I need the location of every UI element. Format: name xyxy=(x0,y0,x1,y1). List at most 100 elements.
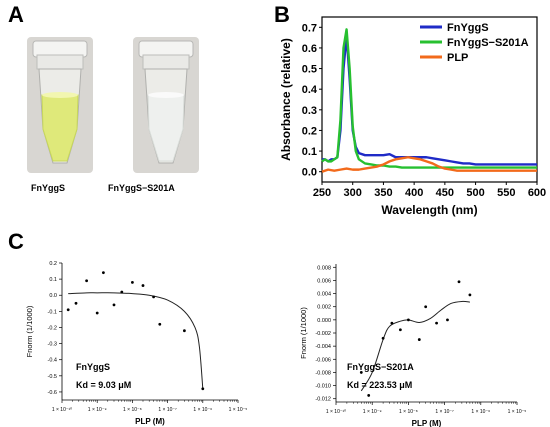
binding-right-y-tick-label: 0.004 xyxy=(317,292,331,298)
binding-right-y-tick-label: -0.008 xyxy=(315,370,331,376)
binding-left-data-point xyxy=(158,322,162,326)
binding-right-y-tick-label: 0.000 xyxy=(317,318,331,324)
spectra-y-tick-label: 0.0 xyxy=(302,167,317,179)
binding-right-x-tick-label: 1 × 10⁻⁵ xyxy=(508,409,527,415)
binding-right-data-point xyxy=(390,321,394,325)
spectra-x-tick-label: 550 xyxy=(497,187,515,199)
binding-right-data-point xyxy=(446,318,449,322)
binding-left-data-point xyxy=(112,303,116,307)
binding-left-y-tick-label: 0.0 xyxy=(49,293,57,299)
spectra-legend-label-2: PLP xyxy=(447,52,468,64)
binding-right-data-point xyxy=(435,321,438,325)
binding-left-annotation-kd: Kd = 9.03 μM xyxy=(76,380,131,390)
binding-left-y-tick-label: 0.2 xyxy=(49,261,57,267)
binding-right-y-tick-label: -0.006 xyxy=(315,357,331,363)
binding-left-data-point xyxy=(85,279,89,283)
binding-right-x-tick-label: 1 × 10⁻⁸ xyxy=(399,409,418,415)
binding-left-x-tick-label: 1 × 10⁻⁷ xyxy=(158,407,177,413)
binding-right-y-axis-label: Fnorm (1/1000) xyxy=(299,307,308,359)
spectra-y-tick-label: 0.6 xyxy=(302,43,317,55)
binding-right-y-tick-label: 0.002 xyxy=(317,305,331,311)
panel-label-c: C xyxy=(8,229,24,254)
spectra-x-axis-label: Wavelength (nm) xyxy=(381,203,477,217)
binding-left-data-point xyxy=(182,329,186,333)
binding-left-data-point xyxy=(120,290,124,294)
tube-photo-fnyggs xyxy=(27,37,93,173)
binding-left-data-point xyxy=(152,295,155,299)
spectra-series-line-2 xyxy=(321,156,537,173)
spectra-y-tick-label: 0.1 xyxy=(302,146,317,158)
binding-left-x-tick-label: 1 × 10⁻⁵ xyxy=(229,407,248,413)
binding-right-x-tick-label: 1 × 10⁻⁶ xyxy=(471,409,490,415)
spectra-y-tick-label: 0.3 xyxy=(302,105,317,117)
binding-right-fit-curve xyxy=(360,300,470,392)
binding-right-x-tick-label: 1 × 10⁻⁹ xyxy=(363,409,382,415)
binding-right-data-point xyxy=(398,328,402,332)
binding-right-annotation-kd: Kd = 223.53 μM xyxy=(347,380,412,390)
binding-left-x-tick-label: 1 × 10⁻⁹ xyxy=(88,407,107,413)
binding-left-y-tick-label: -0.3 xyxy=(48,342,57,348)
spectra-x-tick-label: 350 xyxy=(374,187,392,199)
binding-left-x-axis-label: PLP (M) xyxy=(135,417,165,426)
binding-left-x-tick-label: 1 × 10⁻¹⁰ xyxy=(52,407,72,413)
tube-caption-fnyggs: FnYggS xyxy=(31,183,65,193)
binding-left-data-point xyxy=(141,284,145,287)
spectra-x-tick-label: 400 xyxy=(405,187,423,199)
binding-left-data-point xyxy=(95,311,99,315)
binding-right-y-tick-label: 0.008 xyxy=(317,265,331,271)
binding-left-y-tick-label: -0.2 xyxy=(48,325,57,331)
binding-right-x-axis-label: PLP (M) xyxy=(412,419,442,427)
binding-right-data-point xyxy=(381,336,385,340)
binding-left-fit-curve xyxy=(68,292,204,389)
binding-right-annotation-name: FnYggS−S201A xyxy=(347,362,414,372)
binding-left-annotation-name: FnYggS xyxy=(76,362,110,372)
spectra-legend-label-0: FnYggS xyxy=(447,22,489,34)
spectra-x-tick-label: 450 xyxy=(436,187,454,199)
tube-fnyggs-image xyxy=(27,37,93,173)
binding-left-data-point xyxy=(131,280,134,284)
binding-left-data-point xyxy=(201,387,205,391)
binding-left-y-axis-label: Fnorm (1/1000) xyxy=(25,305,34,357)
binding-right-data-point xyxy=(457,280,461,284)
spectra-x-tick-label: 250 xyxy=(313,187,331,199)
binding-left-x-tick-label: 1 × 10⁻⁶ xyxy=(193,407,212,413)
spectra-x-tick-label: 300 xyxy=(344,187,362,199)
binding-right-y-tick-label: -0.012 xyxy=(315,397,331,403)
binding-left-x-tick-label: 1 × 10⁻⁸ xyxy=(123,407,142,413)
panel-label-b: B xyxy=(274,2,290,27)
binding-right-data-point xyxy=(359,371,363,374)
tube-photo-s201a xyxy=(133,37,199,173)
binding-left-data-point xyxy=(66,308,70,312)
panel-label-a: A xyxy=(8,2,24,27)
binding-left-y-tick-label: -0.1 xyxy=(48,309,57,315)
spectra-legend-label-1: FnYggS−S201A xyxy=(447,37,529,49)
binding-left-data-point xyxy=(101,271,105,275)
spectra-y-axis-label: Absorbance (relative) xyxy=(279,38,293,161)
binding-left-y-tick-label: -0.6 xyxy=(48,390,57,396)
spectra-x-tick-label: 600 xyxy=(528,187,546,199)
binding-right-x-tick-label: 1 × 10⁻¹⁰ xyxy=(326,409,346,415)
binding-left-y-tick-label: 0.1 xyxy=(49,277,57,283)
binding-right-data-point xyxy=(468,293,472,297)
binding-right-data-point xyxy=(407,318,410,322)
binding-left-data-point xyxy=(74,301,78,305)
binding-right-y-tick-label: -0.010 xyxy=(315,384,331,390)
spectra-y-tick-label: 0.7 xyxy=(302,22,317,34)
spectra-y-tick-label: 0.4 xyxy=(302,84,318,96)
binding-right-data-point xyxy=(417,338,421,341)
binding-right-y-tick-label: 0.006 xyxy=(317,278,331,284)
binding-right-data-point xyxy=(367,394,371,397)
spectra-y-tick-label: 0.5 xyxy=(302,64,317,76)
spectra-y-tick-label: 0.2 xyxy=(302,125,317,137)
spectra-series-line-1 xyxy=(321,28,537,169)
tube-caption-s201a: FnYggS−S201A xyxy=(108,183,175,193)
binding-right-y-tick-label: -0.004 xyxy=(315,344,331,350)
binding-right-y-tick-label: -0.002 xyxy=(315,331,331,337)
spectra-x-tick-label: 500 xyxy=(466,187,484,199)
binding-left-y-tick-label: -0.4 xyxy=(48,358,57,364)
tube-s201a-image xyxy=(133,37,199,173)
binding-right-x-tick-label: 1 × 10⁻⁷ xyxy=(435,409,454,415)
spectra-plot-frame xyxy=(321,16,538,183)
binding-right-data-point xyxy=(424,305,428,309)
